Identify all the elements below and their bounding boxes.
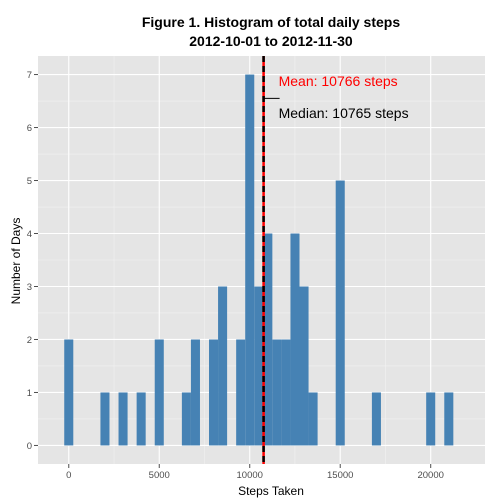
histogram-bar bbox=[281, 339, 291, 446]
histogram-bar bbox=[136, 392, 146, 446]
histogram-bar bbox=[299, 286, 309, 446]
histogram-bar bbox=[100, 392, 110, 446]
y-tick-label: 5 bbox=[27, 176, 32, 187]
y-tick-label: 0 bbox=[27, 441, 32, 452]
x-tick-label: 0 bbox=[66, 470, 71, 481]
histogram-bar bbox=[308, 392, 318, 446]
y-tick-label: 7 bbox=[27, 70, 32, 81]
x-axis-ticks: 0 5000 10000 15000 20000 bbox=[66, 464, 444, 481]
reference-lines bbox=[262, 56, 280, 464]
y-tick-label: 1 bbox=[27, 388, 32, 399]
mean-annotation: Mean: 10766 steps bbox=[279, 73, 398, 89]
y-tick-label: 6 bbox=[27, 123, 32, 134]
histogram-bar bbox=[209, 339, 219, 446]
histogram-bar bbox=[181, 392, 191, 446]
histogram-bar bbox=[272, 339, 282, 446]
x-tick-label: 10000 bbox=[237, 470, 263, 481]
histogram-bar bbox=[426, 392, 436, 446]
x-axis-label: Steps Taken bbox=[238, 484, 304, 498]
histogram-bar bbox=[245, 74, 255, 446]
histogram-bar bbox=[444, 392, 454, 446]
histogram-bar bbox=[118, 392, 128, 446]
histogram-bar bbox=[236, 339, 246, 446]
histogram-bars bbox=[64, 74, 454, 446]
chart-title-line1: Figure 1. Histogram of total daily steps bbox=[142, 14, 400, 30]
histogram-bar bbox=[263, 233, 273, 446]
y-tick-label: 4 bbox=[27, 229, 32, 240]
histogram-bar bbox=[254, 286, 264, 446]
median-annotation: Median: 10765 steps bbox=[279, 105, 409, 121]
histogram-bar bbox=[64, 339, 74, 446]
histogram-bar bbox=[290, 233, 300, 446]
histogram-bar bbox=[218, 286, 228, 446]
histogram-bar bbox=[371, 392, 381, 446]
x-tick-label: 15000 bbox=[327, 470, 353, 481]
histogram-bar bbox=[154, 339, 164, 446]
chart-title-line2: 2012-10-01 to 2012-11-30 bbox=[189, 33, 353, 49]
y-tick-label: 3 bbox=[27, 282, 32, 293]
x-tick-label: 20000 bbox=[417, 470, 443, 481]
y-axis-label: Number of Days bbox=[9, 218, 23, 305]
x-tick-label: 5000 bbox=[149, 470, 170, 481]
histogram-bar bbox=[190, 339, 200, 446]
y-axis-ticks: 0 1 2 3 4 5 6 7 bbox=[27, 70, 38, 452]
y-tick-label: 2 bbox=[27, 335, 32, 346]
histogram-bar bbox=[335, 180, 345, 446]
